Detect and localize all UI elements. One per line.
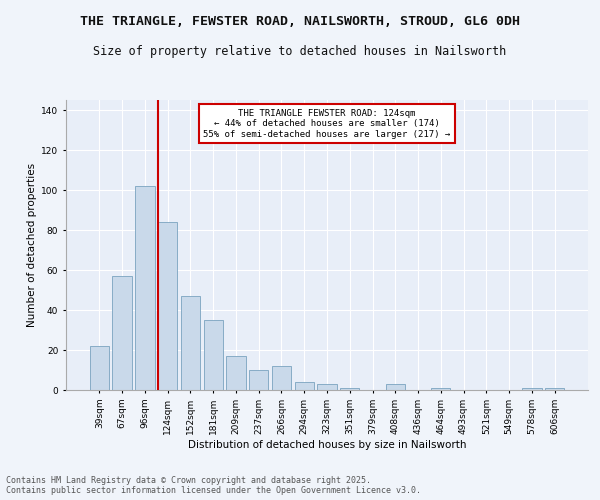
- Bar: [181, 296, 200, 390]
- X-axis label: Distribution of detached houses by size in Nailsworth: Distribution of detached houses by size …: [188, 440, 466, 450]
- Text: THE TRIANGLE FEWSTER ROAD: 124sqm
← 44% of detached houses are smaller (174)
55%: THE TRIANGLE FEWSTER ROAD: 124sqm ← 44% …: [203, 108, 451, 138]
- Bar: [249, 370, 268, 390]
- Bar: [545, 388, 564, 390]
- Text: Contains HM Land Registry data © Crown copyright and database right 2025.
Contai: Contains HM Land Registry data © Crown c…: [6, 476, 421, 495]
- Bar: [386, 384, 405, 390]
- Bar: [135, 186, 155, 390]
- Y-axis label: Number of detached properties: Number of detached properties: [27, 163, 37, 327]
- Bar: [203, 320, 223, 390]
- Bar: [295, 382, 314, 390]
- Text: Size of property relative to detached houses in Nailsworth: Size of property relative to detached ho…: [94, 45, 506, 58]
- Bar: [272, 366, 291, 390]
- Bar: [112, 276, 132, 390]
- Text: THE TRIANGLE, FEWSTER ROAD, NAILSWORTH, STROUD, GL6 0DH: THE TRIANGLE, FEWSTER ROAD, NAILSWORTH, …: [80, 15, 520, 28]
- Bar: [431, 388, 451, 390]
- Bar: [226, 356, 245, 390]
- Bar: [522, 388, 542, 390]
- Bar: [90, 346, 109, 390]
- Bar: [158, 222, 178, 390]
- Bar: [340, 388, 359, 390]
- Bar: [317, 384, 337, 390]
